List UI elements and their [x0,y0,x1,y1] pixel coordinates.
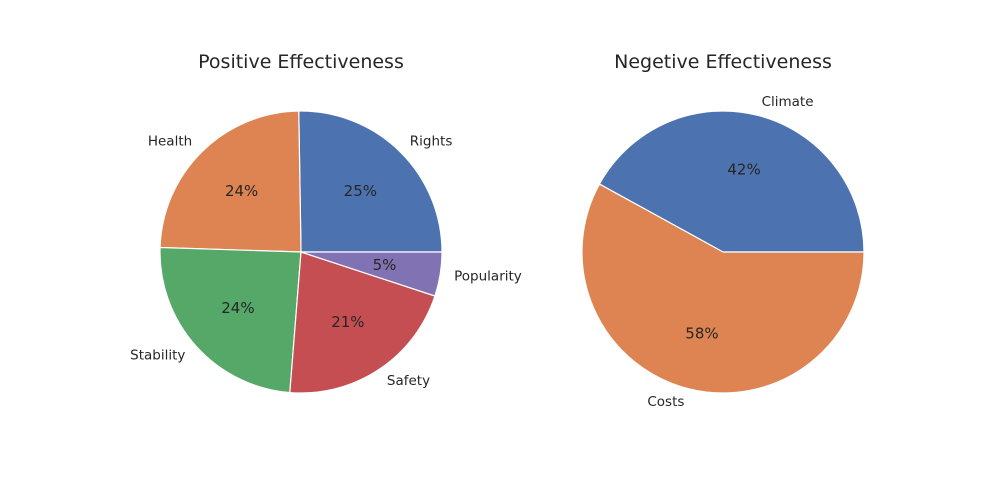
positive-effectiveness-pie: Rights 25% Health 24% Stability 24% Safety 21% P… [130,51,522,394]
chart-title: Negetive Effectiveness [614,51,832,73]
pie-slice-health [159,110,302,253]
slice-percent-health: 24% [225,182,258,200]
slice-percent-popularity: 5% [373,256,397,274]
slice-percent-rights: 25% [344,182,377,200]
slice-label-health: Health [148,133,192,149]
slice-percent-safety: 21% [331,313,364,331]
slice-label-costs: Costs [647,394,684,410]
pie-slice-rights [298,110,443,253]
slice-label-safety: Safety [387,373,430,389]
pie-slice-climate [598,110,865,253]
slice-percent-climate: 42% [727,161,760,179]
slice-percent-stability: 24% [221,299,254,317]
pie-slice-costs [581,183,865,394]
pie-slice-safety [289,251,436,394]
slice-label-rights: Rights [410,133,453,149]
slice-label-climate: Climate [762,94,814,110]
chart-title: Positive Effectiveness [198,51,404,73]
slice-label-stability: Stability [130,347,185,363]
pie-slice-stability [159,246,302,394]
slice-label-popularity: Popularity [454,269,522,285]
slice-percent-costs: 58% [685,324,718,342]
pie-slice-popularity [300,251,443,297]
negetive-effectiveness-pie: Climate 42% Costs 58% Negetive Effectiveness [581,51,865,410]
